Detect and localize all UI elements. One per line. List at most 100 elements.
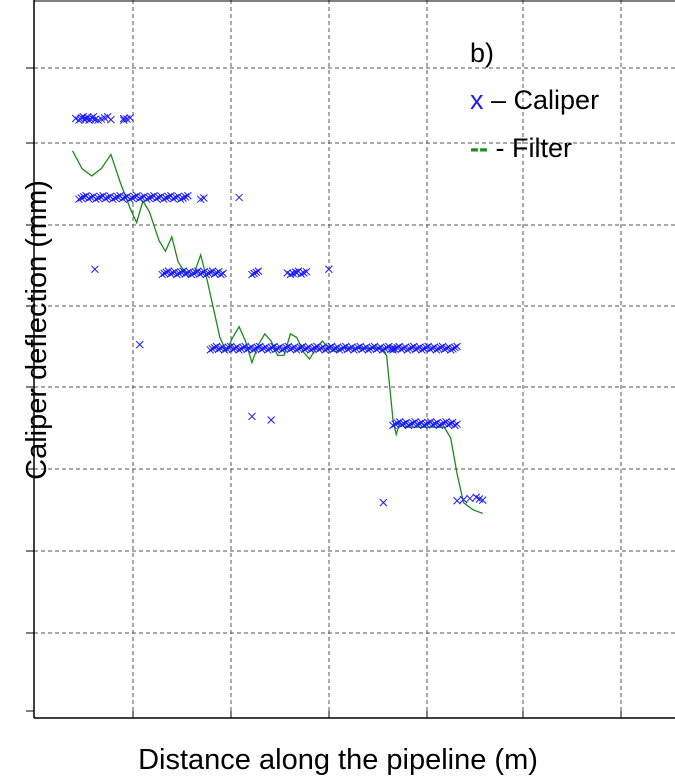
legend-filter-text: - Filter <box>488 133 572 163</box>
caliper-point <box>206 346 215 354</box>
caliper-point <box>389 421 397 430</box>
caliper-point <box>171 193 180 202</box>
caliper-point <box>292 268 301 277</box>
caliper-point <box>453 496 461 505</box>
caliper-point <box>91 115 99 124</box>
caliper-point <box>446 419 455 428</box>
caliper-point <box>282 343 291 352</box>
caliper-point <box>283 268 292 277</box>
caliper-point <box>426 345 435 354</box>
caliper-point <box>108 195 117 204</box>
caliper-point <box>354 343 362 352</box>
caliper-point <box>251 344 260 353</box>
caliper-point <box>368 343 377 352</box>
caliper-point <box>422 420 430 429</box>
y-axis-label: Caliper deflection (mm) <box>21 180 53 480</box>
caliper-point <box>169 194 178 203</box>
caliper-point <box>450 421 459 430</box>
legend-caliper-text: – Caliper <box>484 85 600 115</box>
caliper-point <box>449 344 457 353</box>
caliper-point <box>135 194 144 203</box>
caliper-point <box>274 344 282 353</box>
caliper-point <box>451 343 459 352</box>
caliper-point <box>231 344 239 353</box>
x-axis-label: Distance along the pipeline (m) <box>138 744 538 776</box>
caliper-point <box>372 345 381 354</box>
panel-label: b) <box>470 38 494 68</box>
filter-line <box>71 150 483 515</box>
caliper-point <box>403 346 412 354</box>
caliper-point <box>130 193 139 201</box>
caliper-point <box>434 344 443 353</box>
caliper-point <box>181 270 190 278</box>
caliper-point <box>152 194 161 203</box>
caliper-point <box>235 346 243 354</box>
caliper-point <box>378 346 387 354</box>
caliper-point <box>214 345 223 354</box>
axes-frame <box>26 0 675 719</box>
caliper-point <box>91 195 100 204</box>
caliper-point <box>219 269 227 278</box>
caliper-point <box>168 268 177 277</box>
caliper-point <box>380 344 389 353</box>
caliper-point <box>250 269 258 278</box>
caliper-point <box>175 269 183 278</box>
caliper-point <box>96 193 105 201</box>
caliper-point <box>257 345 266 354</box>
caliper-point <box>118 194 127 203</box>
caliper-point <box>159 195 168 204</box>
caliper-point <box>220 346 229 354</box>
caliper-point <box>104 193 112 202</box>
caliper-point <box>413 420 422 429</box>
caliper-points <box>71 112 487 507</box>
caliper-point <box>245 344 254 353</box>
caliper-point <box>239 343 247 352</box>
caliper-point <box>309 344 317 353</box>
caliper-point <box>413 344 422 353</box>
caliper-point <box>204 269 213 278</box>
caliper-point <box>382 343 391 352</box>
caliper-point <box>397 345 406 354</box>
caliper-point <box>391 344 399 353</box>
caliper-point <box>411 345 420 354</box>
caliper-point <box>154 193 163 202</box>
caliper-point <box>360 344 369 353</box>
caliper-point <box>248 270 256 279</box>
caliper-point <box>315 345 323 354</box>
legend-caliper: x – Caliper <box>470 85 599 115</box>
caliper-point <box>75 195 83 204</box>
caliper-point <box>422 343 430 352</box>
caliper-point <box>323 344 332 353</box>
caliper-point <box>335 346 344 354</box>
caliper-point <box>331 344 340 353</box>
caliper-point <box>164 193 173 201</box>
caliper-point <box>126 114 135 122</box>
caliper-point <box>404 421 413 430</box>
caliper-point <box>196 270 204 278</box>
caliper-point <box>440 345 449 354</box>
caliper-point <box>286 345 295 354</box>
caliper-point <box>101 194 110 203</box>
caliper-point <box>366 344 375 353</box>
caliper-point <box>292 346 301 354</box>
caliper-point <box>252 268 261 277</box>
caliper-point <box>191 268 200 277</box>
caliper-point <box>189 269 198 278</box>
caliper-point <box>253 343 262 352</box>
caliper-point <box>300 345 309 354</box>
caliper-point <box>91 265 99 274</box>
caliper-point <box>107 115 115 124</box>
caliper-point <box>299 268 308 277</box>
caliper-point <box>268 343 276 352</box>
caliper-point <box>428 420 437 429</box>
caliper-point <box>249 346 258 354</box>
caliper-point <box>176 195 185 204</box>
caliper-point <box>237 344 245 353</box>
caliper-point <box>321 346 330 354</box>
caliper-point <box>466 494 474 503</box>
caliper-point <box>229 345 237 354</box>
caliper-point <box>248 412 256 421</box>
caliper-point <box>424 419 433 427</box>
caliper-point <box>364 346 373 354</box>
